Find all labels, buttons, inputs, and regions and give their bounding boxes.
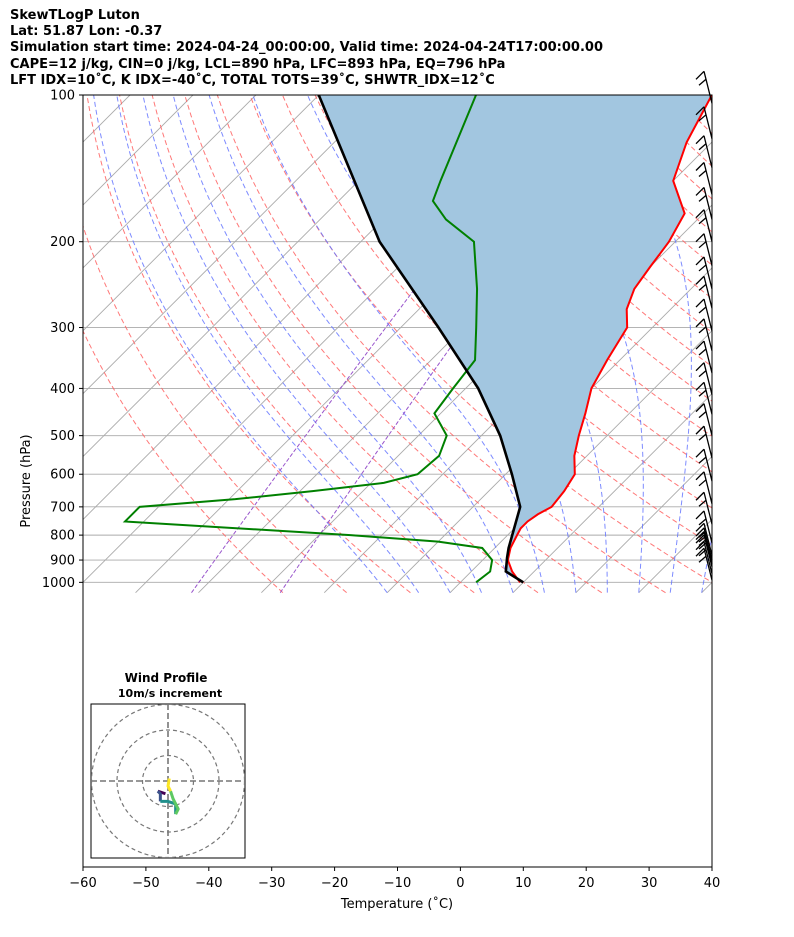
wind-barb — [695, 186, 713, 220]
hodograph-trace — [156, 790, 162, 802]
dry-adiabat-line — [282, 95, 712, 546]
x-tick-label: −50 — [132, 876, 159, 891]
x-tick-label: −10 — [384, 876, 411, 891]
y-tick-label: 400 — [50, 382, 75, 397]
temperature-profile-line — [506, 95, 712, 583]
parcel-profile-line — [317, 95, 524, 584]
wind-barb — [695, 362, 713, 395]
wind-barb — [695, 298, 713, 332]
wind-barb — [695, 448, 713, 482]
hodograph-trace — [166, 778, 172, 792]
dry-adiabat-line — [83, 224, 347, 594]
moist-adiabat-line — [469, 95, 644, 593]
wind-barb — [695, 256, 713, 290]
x-tick-label: 0 — [456, 876, 464, 891]
isotherm-line — [83, 95, 257, 269]
dry-adiabat-line — [771, 95, 794, 593]
isotherm-line — [575, 455, 712, 593]
wind-barb — [695, 381, 713, 415]
moist-adiabat-line — [208, 95, 514, 593]
y-tick-label: 800 — [50, 529, 75, 544]
wind-barb — [695, 233, 713, 266]
header-line-cape: CAPE=12 j/kg, CIN=0 j/kg, LCL=890 hPa, L… — [10, 56, 506, 72]
isotherm-line — [512, 393, 712, 593]
y-tick-label: 700 — [50, 500, 75, 515]
moist-adiabat-line — [93, 95, 388, 593]
dry-adiabat-line — [216, 95, 666, 594]
y-tick-label: 100 — [50, 89, 75, 104]
dry-adiabat-line — [184, 95, 603, 594]
isotherm-line — [701, 581, 712, 593]
x-tick-label: 10 — [515, 876, 532, 891]
wind-barb — [695, 318, 713, 352]
x-axis-ticks: −60 −50 −40 −30 −20 −10 0 10 20 30 40 — [69, 867, 720, 891]
x-tick-label: 20 — [578, 876, 595, 891]
mixing-ratio-line — [191, 95, 563, 593]
x-tick-label: 30 — [641, 876, 658, 891]
y-tick-label: 1000 — [42, 576, 75, 591]
wind-barb — [695, 547, 713, 581]
wind-barb — [695, 340, 713, 374]
header-line-station: SkewTLogP Luton — [10, 8, 140, 23]
profile-lines — [122, 95, 712, 584]
isotherm-line — [0, 95, 4, 593]
x-axis-label: Temperature (˚C) — [340, 896, 453, 912]
wind-barb — [695, 209, 713, 242]
x-tick-label: 40 — [704, 876, 721, 891]
header-line-times: Simulation start time: 2024-04-24_00:00:… — [10, 40, 603, 56]
x-tick-label: −60 — [69, 876, 96, 891]
chart-header: SkewTLogP Luton Lat: 51.87 Lon: -0.37 Si… — [10, 8, 603, 89]
y-tick-label: 300 — [50, 321, 75, 336]
isotherm-line — [765, 95, 794, 593]
x-tick-label: −40 — [195, 876, 222, 891]
wind-barb — [695, 162, 713, 195]
y-tick-label: 900 — [50, 554, 75, 569]
isotherm-line — [83, 95, 382, 395]
dry-adiabat-line — [119, 95, 475, 594]
hodograph-title: Wind Profile — [125, 671, 208, 685]
isotherm-line — [83, 95, 194, 206]
hodograph-inset: Wind Profile 10m/s increment — [90, 671, 246, 859]
y-axis-label: Pressure (hPa) — [19, 434, 34, 527]
header-line-latlon: Lat: 51.87 Lon: -0.37 — [10, 24, 163, 40]
wind-barb — [695, 275, 713, 309]
wind-barbs — [695, 70, 713, 581]
moist-adiabat-line — [116, 95, 420, 593]
dry-adiabat-line — [83, 329, 284, 594]
moist-adiabat-line — [142, 95, 451, 593]
y-tick-label: 600 — [50, 468, 75, 483]
wind-barb — [695, 471, 713, 504]
cape-shading — [318, 95, 712, 583]
wind-barb — [695, 425, 713, 459]
x-tick-label: −30 — [258, 876, 285, 891]
wind-barb — [695, 491, 713, 525]
wind-barb — [695, 70, 713, 104]
x-tick-label: −20 — [321, 876, 348, 891]
header-line-indices: LFT IDX=10˚C, K IDX=-40˚C, TOTAL TOTS=39… — [10, 72, 495, 88]
dry-adiabat-line — [739, 95, 794, 593]
y-tick-label: 200 — [50, 235, 75, 250]
moist-adiabat-line — [172, 95, 482, 593]
moist-adiabat-line — [252, 95, 545, 593]
cape-area — [318, 95, 712, 583]
wind-barb — [695, 106, 713, 139]
wind-barb — [695, 403, 713, 436]
wind-barb — [695, 135, 713, 168]
y-tick-label: 500 — [50, 429, 75, 444]
dewpoint-profile-line — [122, 95, 494, 584]
dry-adiabat-line — [86, 95, 411, 594]
moist-adiabat-line — [592, 95, 692, 593]
hodograph-subtitle: 10m/s increment — [118, 687, 222, 700]
y-axis-ticks: 100 200 300 400 500 600 700 800 900 1000 — [42, 89, 83, 591]
hodograph-trace — [160, 799, 178, 815]
wind-barb — [695, 510, 713, 544]
hodograph-trace — [169, 790, 180, 815]
dry-adiabat-line — [705, 95, 712, 102]
background-lines — [0, 95, 794, 594]
isotherm-line — [83, 95, 320, 332]
